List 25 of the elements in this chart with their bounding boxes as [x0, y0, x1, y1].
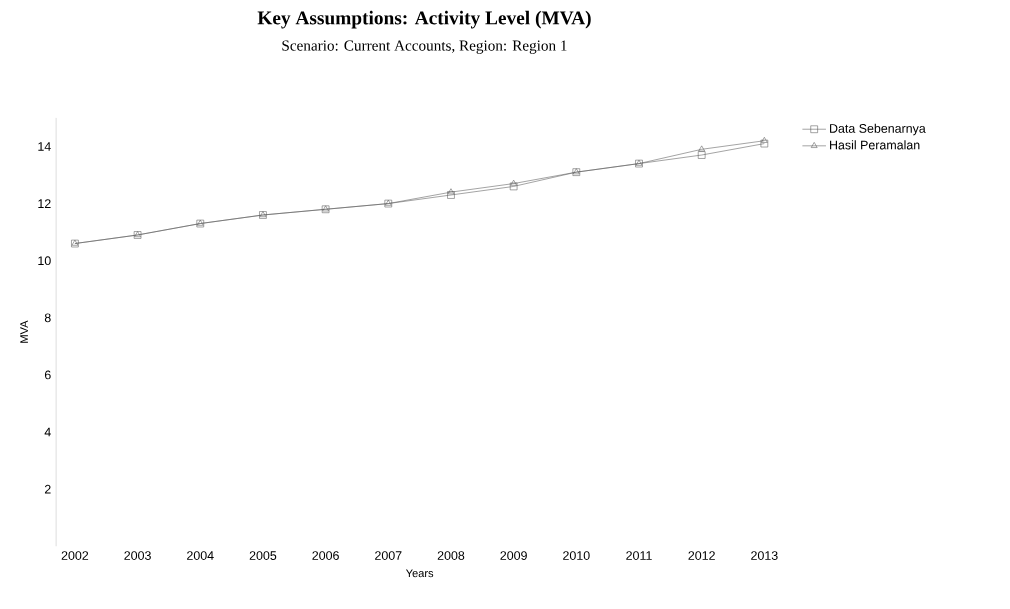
chart-title: Key Assumptions: Activity Level (MVA)	[257, 10, 591, 29]
y-tick-label: 8	[44, 313, 51, 323]
x-tick-label: 2002	[61, 551, 89, 560]
x-axis-title: Years	[405, 569, 434, 578]
x-tick-label: 2004	[187, 551, 214, 560]
y-tick-label: 6	[44, 370, 51, 380]
x-tick-label: 2013	[751, 551, 778, 560]
chart-subtitle: Scenario: Current Accounts, Region: Region 1	[282, 40, 567, 54]
x-tick-label: 2005	[249, 551, 277, 560]
x-tick-label: 2012	[688, 551, 715, 560]
legend-label: Hasil Peramalan	[830, 140, 920, 150]
y-tick-label: 14	[38, 142, 51, 151]
y-tick-label: 12	[38, 199, 51, 208]
y-axis-title: MVA	[20, 320, 28, 343]
x-tick-label: 2010	[563, 551, 590, 560]
x-tick-label: 2009	[500, 551, 527, 560]
y-tick-label: 2	[44, 484, 51, 494]
x-tick-label: 2003	[124, 551, 151, 560]
y-tick-label: 10	[38, 256, 51, 266]
legend-label: Data Sebenarnya	[830, 123, 926, 136]
y-tick-label: 4	[44, 427, 51, 437]
x-tick-label: 2007	[375, 551, 402, 560]
x-tick-label: 2006	[312, 551, 339, 560]
x-tick-label: 2011	[626, 551, 652, 560]
x-tick-label: 2008	[437, 551, 465, 560]
